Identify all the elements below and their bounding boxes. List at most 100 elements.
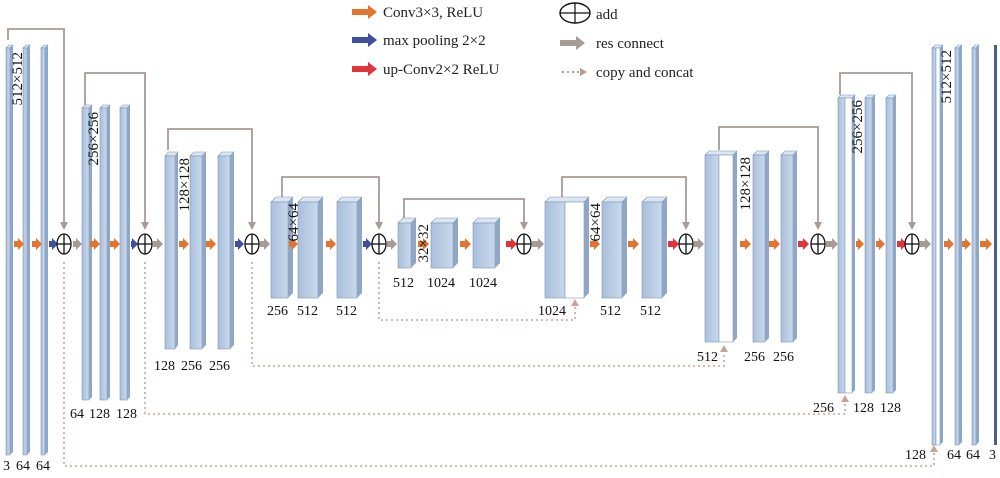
feature-block bbox=[40, 44, 49, 456]
channel-label: 64 bbox=[36, 459, 50, 474]
channel-label: 512 bbox=[697, 350, 718, 365]
channel-label: 256 bbox=[181, 359, 202, 374]
legend-conv: Conv3×3, ReLU bbox=[352, 5, 483, 21]
res-arrow-icon bbox=[694, 238, 704, 250]
channel-label: 3 bbox=[989, 448, 996, 463]
conv-arrow-icon bbox=[289, 238, 298, 250]
channel-label: 256 bbox=[267, 304, 288, 319]
channel-label: 128 bbox=[154, 359, 175, 374]
res-line-e1 bbox=[7, 28, 65, 226]
encoder-level-1 bbox=[5, 44, 49, 456]
add-nodes bbox=[56, 233, 920, 255]
feature-block bbox=[217, 151, 235, 350]
res-arrow-icon bbox=[532, 238, 544, 250]
res-line-d3 bbox=[718, 126, 819, 226]
conv-arrow-icon bbox=[352, 5, 377, 19]
channel-label: 1024 bbox=[427, 276, 455, 291]
pool-arrow-icon bbox=[352, 33, 377, 47]
channel-label: 3 bbox=[3, 459, 10, 474]
add-icon bbox=[371, 233, 387, 255]
feature-block bbox=[397, 217, 417, 269]
conv-arrow-icon bbox=[206, 238, 216, 250]
res-arrow-icon bbox=[260, 238, 270, 250]
channel-label: 128 bbox=[89, 407, 110, 422]
size-label-512: 512×512 bbox=[10, 52, 26, 105]
size-label-128: 128×128 bbox=[177, 158, 193, 211]
concat-block bbox=[931, 44, 944, 446]
decoder-level-4 bbox=[544, 196, 668, 299]
size-label-64-dec: 64×64 bbox=[588, 203, 604, 242]
conv-arrow-icon bbox=[980, 238, 992, 250]
feature-block bbox=[885, 94, 897, 394]
feature-block bbox=[5, 44, 14, 456]
channel-label: 1024 bbox=[538, 304, 566, 319]
concat-line-2 bbox=[144, 262, 846, 415]
size-label-32: 32×32 bbox=[416, 224, 432, 262]
channel-label: 64 bbox=[966, 448, 980, 463]
concat-line-1 bbox=[63, 262, 935, 467]
size-label-256-dec: 256×256 bbox=[850, 100, 866, 154]
feature-block bbox=[336, 196, 363, 299]
size-label-128-dec: 128×128 bbox=[738, 157, 754, 210]
channel-label: 256 bbox=[744, 350, 765, 365]
res-line-e4 bbox=[281, 176, 380, 226]
feature-block bbox=[189, 151, 207, 350]
upconv-arrow-icon bbox=[798, 238, 809, 250]
legend-upconv: up-Conv2×2 ReLU bbox=[352, 62, 500, 78]
add-icon bbox=[810, 233, 826, 255]
legend-concat: copy and concat bbox=[562, 65, 694, 81]
size-labels: 512×512 256×256 128×128 64×64 32×32 64×6… bbox=[10, 50, 955, 262]
feature-block bbox=[752, 150, 770, 343]
add-icon bbox=[516, 233, 532, 255]
concat-line-4 bbox=[378, 262, 576, 321]
conv-arrow-icon bbox=[590, 238, 600, 250]
concat-block bbox=[544, 196, 590, 299]
encoder-level-3 bbox=[164, 151, 235, 350]
channel-label: 256 bbox=[209, 359, 230, 374]
res-arrow-icon bbox=[920, 238, 931, 250]
conv-arrow-icon bbox=[876, 238, 885, 250]
channel-labels: 3 64 64 64 128 128 128 256 256 256 512 5… bbox=[3, 276, 996, 474]
conv-arrow-icon bbox=[769, 238, 780, 250]
channel-label: 512 bbox=[297, 304, 318, 319]
encoder-level-2 bbox=[81, 104, 131, 401]
legend-res: res connect bbox=[560, 36, 665, 52]
decoder-level-2 bbox=[837, 94, 897, 394]
conv-arrow-icon bbox=[418, 238, 429, 250]
size-label-512-dec: 512×512 bbox=[939, 50, 955, 103]
output-block bbox=[994, 45, 997, 445]
concat-block bbox=[837, 94, 856, 394]
feature-block bbox=[270, 196, 294, 299]
pool-arrow-icon bbox=[363, 238, 372, 250]
channel-label: 64 bbox=[16, 459, 30, 474]
add-icon bbox=[904, 233, 920, 255]
conv-arrow-icon bbox=[14, 238, 24, 250]
conv-arrow-icon bbox=[628, 238, 639, 250]
channel-label: 256 bbox=[773, 350, 794, 365]
add-icon bbox=[244, 233, 260, 255]
channel-label: 64 bbox=[947, 448, 961, 463]
feature-block bbox=[297, 196, 324, 299]
feature-block bbox=[22, 44, 31, 456]
legend-concat-label: copy and concat bbox=[596, 65, 694, 81]
channel-label: 512 bbox=[640, 304, 661, 319]
conv-arrow-icon bbox=[962, 238, 971, 250]
res-line-bot bbox=[403, 198, 525, 226]
legend-res-label: res connect bbox=[596, 36, 665, 52]
res-line-e3 bbox=[167, 128, 253, 226]
channel-label: 64 bbox=[70, 407, 84, 422]
upconv-arrow-icon bbox=[352, 62, 377, 76]
channel-label: 1024 bbox=[469, 276, 497, 291]
res-line-d4 bbox=[561, 176, 687, 226]
upconv-arrow-icon bbox=[668, 238, 679, 250]
add-icon bbox=[678, 233, 694, 255]
conv-arrow-icon bbox=[944, 238, 954, 250]
concat-line-3 bbox=[251, 262, 725, 367]
channel-label: 128 bbox=[116, 407, 137, 422]
legend-pool-label: max pooling 2×2 bbox=[383, 33, 486, 49]
conv-arrow-icon bbox=[326, 238, 336, 250]
add-icon bbox=[56, 233, 72, 255]
add-icon bbox=[137, 233, 153, 255]
conv-arrow-icon bbox=[856, 238, 864, 250]
feature-block bbox=[954, 44, 963, 446]
